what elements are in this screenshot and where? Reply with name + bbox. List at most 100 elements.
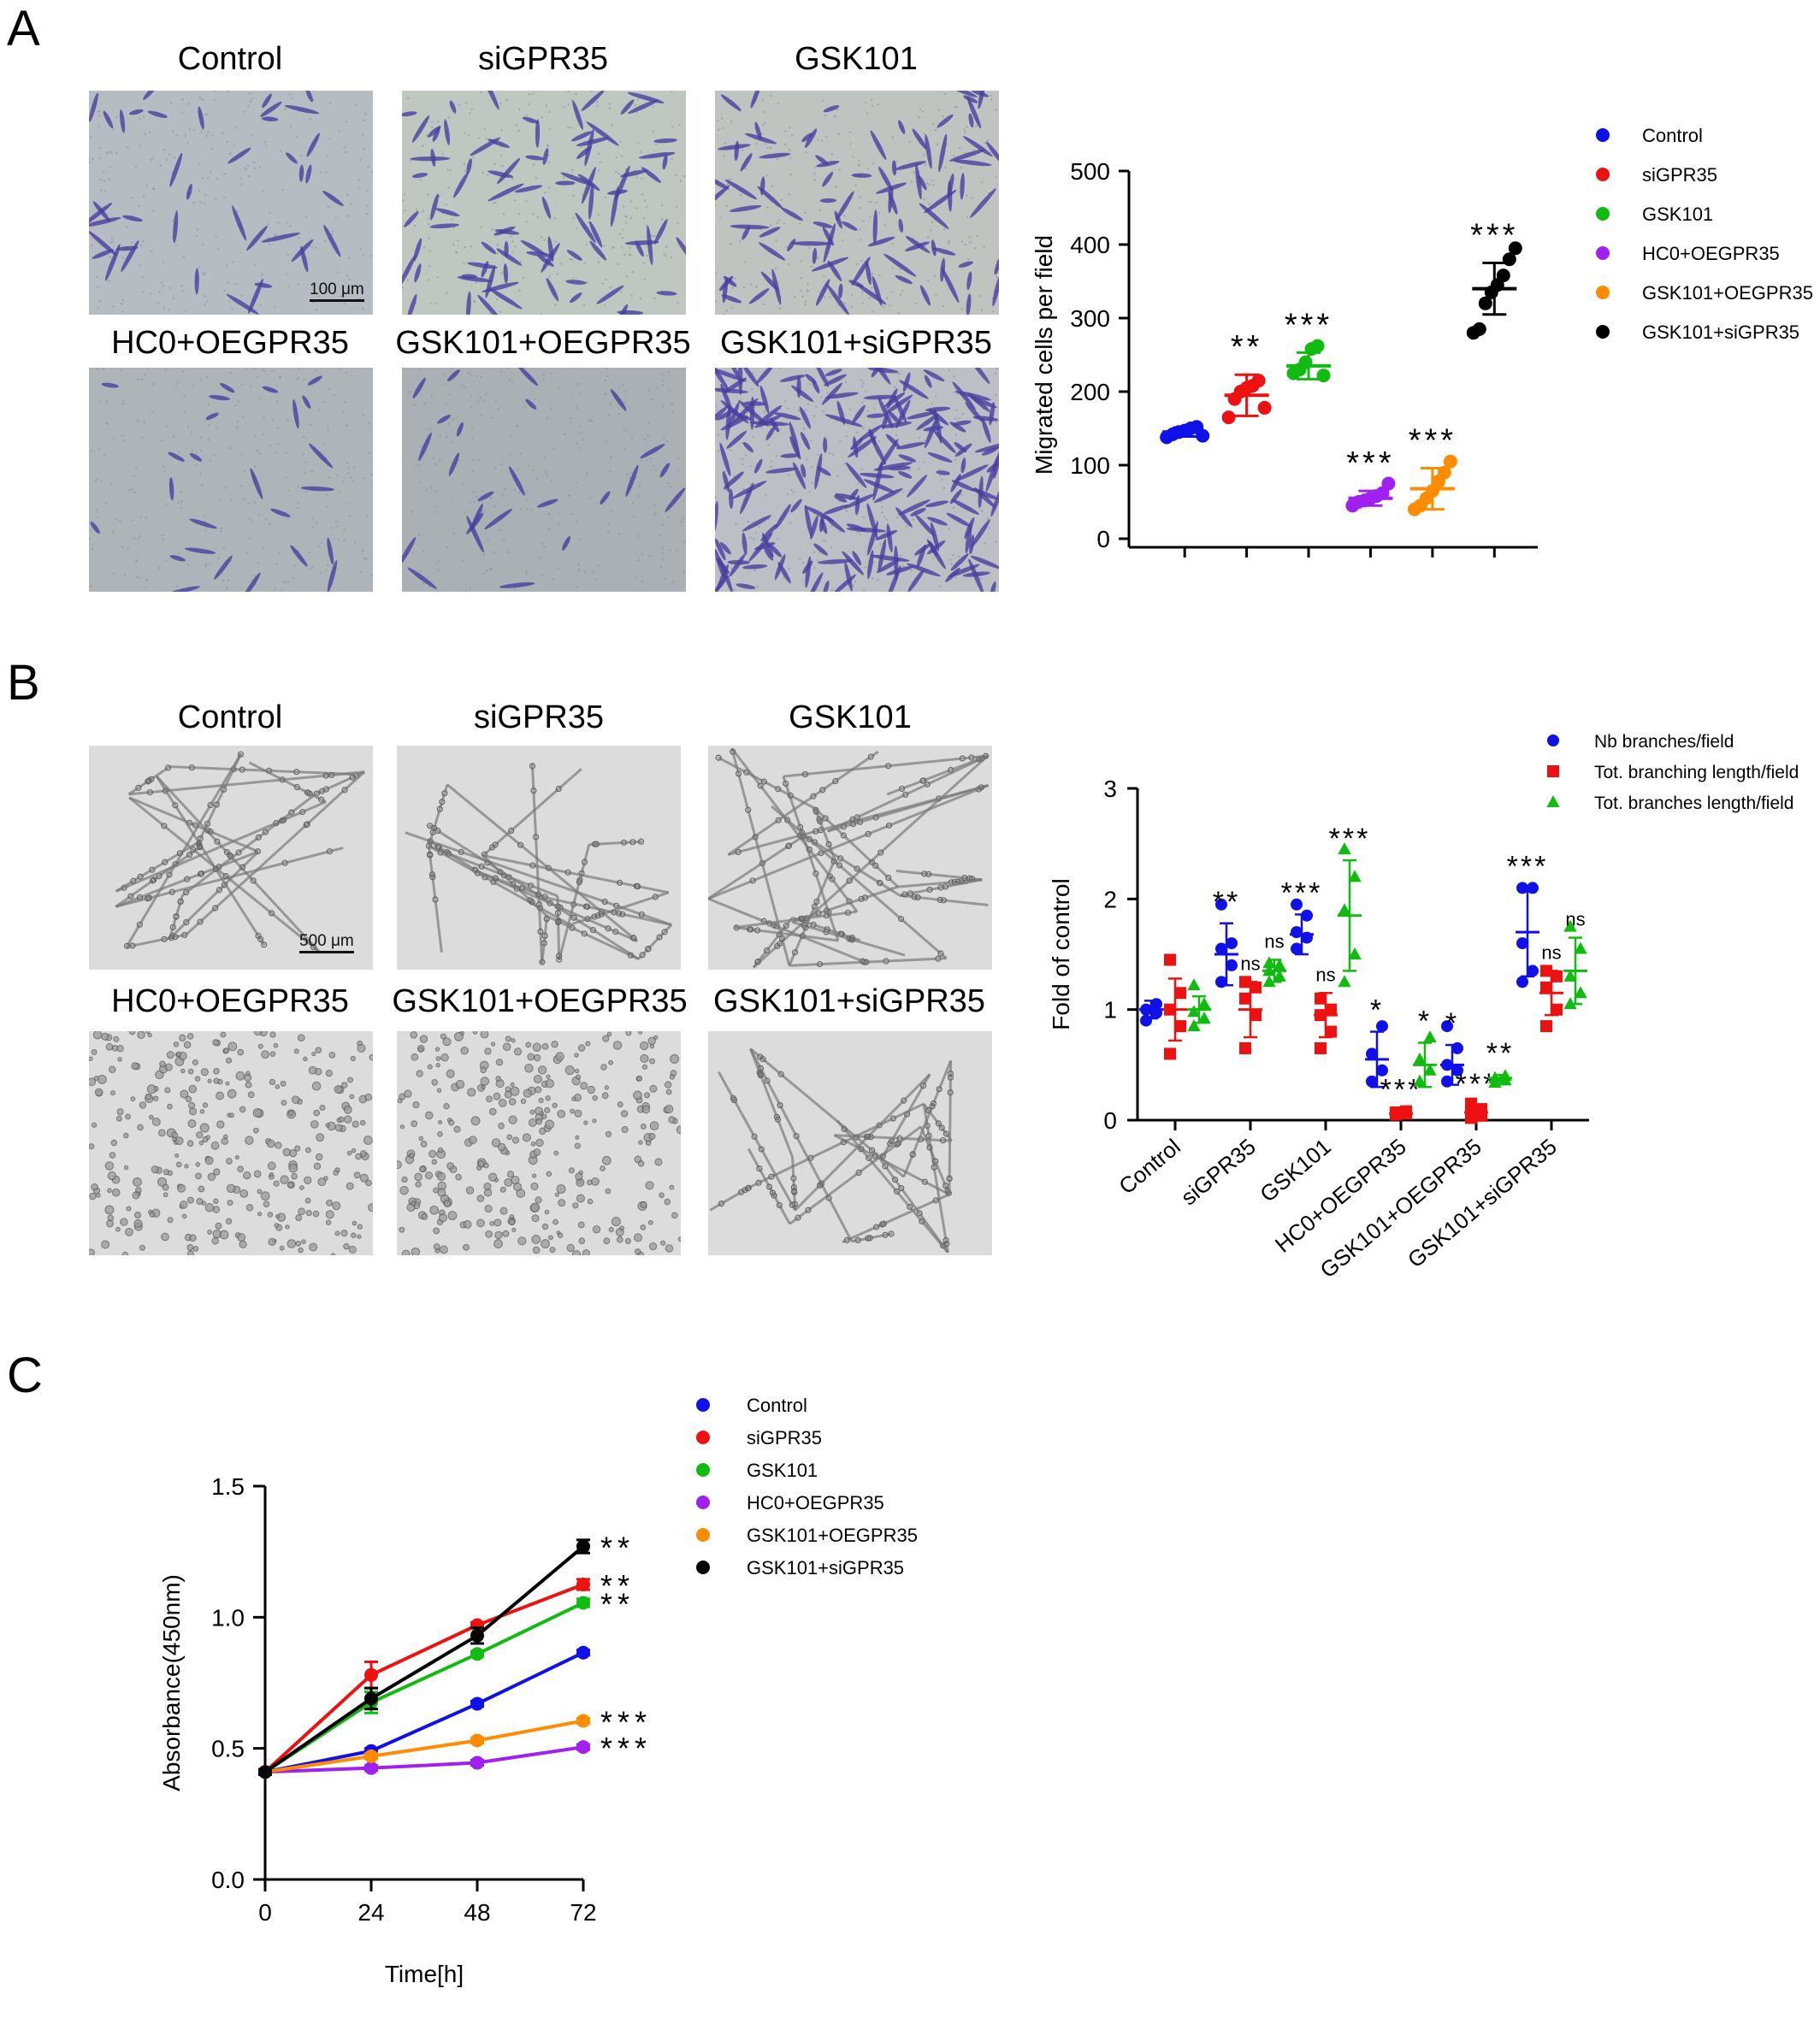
stained-cell <box>526 251 554 257</box>
pore-dot <box>623 447 626 451</box>
branch-cell <box>914 894 921 901</box>
cell-cluster <box>511 1038 516 1043</box>
pore-dot <box>326 505 328 508</box>
stained-cell <box>898 470 913 479</box>
pore-dot <box>931 122 935 126</box>
cell-cluster <box>192 1059 198 1065</box>
pore-dot <box>670 256 672 259</box>
cell-cluster <box>336 1118 341 1123</box>
stained-cell <box>758 404 783 425</box>
pore-dot <box>717 128 720 131</box>
tube-branch <box>902 1059 953 1177</box>
cell-cluster <box>357 1043 366 1053</box>
cell-cluster <box>162 1183 169 1191</box>
pore-dot <box>498 529 500 532</box>
pore-dot <box>589 419 593 422</box>
cell-cluster <box>135 1187 142 1194</box>
pore-dot <box>315 309 318 311</box>
cell-cluster <box>175 1161 182 1168</box>
pore-dot <box>577 564 581 566</box>
pore-dot <box>645 205 648 209</box>
pore-dot <box>643 278 646 280</box>
pore-dot <box>629 200 632 203</box>
stained-cell <box>824 374 848 386</box>
pore-dot <box>501 165 504 168</box>
pore-dot <box>504 487 506 491</box>
pore-dot <box>323 443 326 445</box>
cell-cluster <box>532 1246 541 1254</box>
branch-cell <box>326 848 334 855</box>
stained-cell <box>967 368 990 385</box>
pore-dot <box>209 171 212 174</box>
data-point <box>1413 1052 1427 1065</box>
branch-cell <box>854 1236 861 1244</box>
legend-marker <box>1596 246 1610 260</box>
pore-dot <box>333 393 336 397</box>
cell-cluster <box>207 1078 212 1083</box>
pore-dot <box>749 283 753 286</box>
branch-cell <box>816 816 823 823</box>
pore-dot <box>652 105 654 109</box>
branch-cell <box>947 1089 954 1096</box>
pore-dot <box>626 275 629 278</box>
legend-marker <box>1596 207 1610 221</box>
stained-cell <box>600 491 611 505</box>
pore-dot <box>279 375 282 378</box>
pore-dot <box>741 457 743 460</box>
pore-dot <box>801 562 805 564</box>
stained-cell <box>300 486 334 492</box>
pore-dot <box>883 516 886 518</box>
data-point <box>1301 909 1313 922</box>
x-tick-label: 72 <box>570 1899 596 1926</box>
micrograph-texture <box>402 368 686 592</box>
pore-dot <box>470 427 474 429</box>
pore-dot <box>677 301 679 304</box>
pore-dot <box>488 312 492 315</box>
pore-dot <box>792 491 795 493</box>
pore-dot <box>785 245 788 249</box>
tube-branch <box>185 770 366 936</box>
cell-cluster <box>499 1207 508 1215</box>
pore-dot <box>463 162 466 166</box>
stained-cell <box>586 121 619 146</box>
pore-dot <box>865 390 867 392</box>
pore-dot <box>274 233 276 236</box>
stained-cell <box>898 218 904 233</box>
cell-cluster <box>226 1183 236 1194</box>
pore-dot <box>241 416 244 418</box>
cell-cluster <box>440 1245 448 1254</box>
pore-dot <box>881 511 883 514</box>
cell-cluster <box>112 1188 121 1197</box>
pore-dot <box>816 257 819 259</box>
panel-a-title-gsk101: GSK101 <box>795 41 918 77</box>
pore-dot <box>407 97 410 99</box>
pore-dot <box>201 176 204 180</box>
pore-dot <box>511 381 514 385</box>
pore-dot <box>511 251 514 254</box>
pore-dot <box>664 577 666 581</box>
pore-dot <box>296 378 298 381</box>
stained-cell <box>562 535 570 551</box>
cell-cluster <box>636 1075 643 1082</box>
pore-dot <box>172 297 174 300</box>
cell-cluster <box>287 1182 294 1189</box>
cell-cluster <box>428 1149 437 1158</box>
branch-cell <box>885 763 892 770</box>
stained-cell <box>447 369 460 382</box>
cell-cluster <box>551 1041 558 1048</box>
pore-dot <box>566 126 570 129</box>
pore-dot <box>471 437 474 440</box>
y-tick-label: 400 <box>1070 232 1110 258</box>
cell-cluster <box>134 1212 142 1219</box>
panel-b-title-gsk101: GSK101 <box>789 699 912 735</box>
pore-dot <box>510 235 512 238</box>
pore-dot <box>570 416 572 420</box>
pore-dot <box>783 576 785 579</box>
branch-cell <box>637 838 645 845</box>
tube-branch <box>833 1134 950 1196</box>
pore-dot <box>897 311 900 314</box>
panel-b-title-control: Control <box>177 699 283 735</box>
pore-dot <box>879 500 883 504</box>
stained-cell <box>924 416 938 449</box>
stained-cell <box>963 95 978 103</box>
